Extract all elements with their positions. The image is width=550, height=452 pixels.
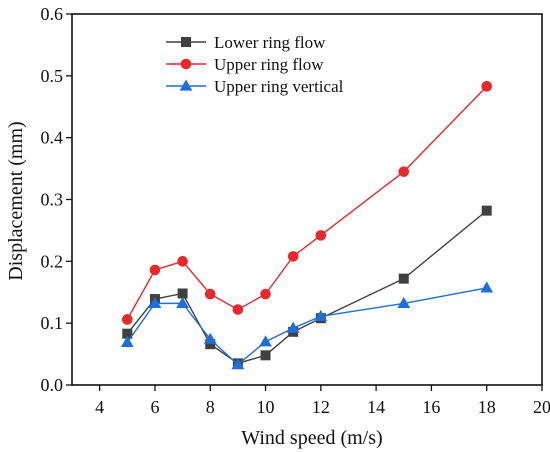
data-point-0-9 bbox=[481, 205, 492, 216]
data-point-0-8 bbox=[398, 273, 409, 284]
x-tick-label: 12 bbox=[312, 397, 330, 417]
x-tick-label: 14 bbox=[367, 397, 385, 417]
series-0 bbox=[122, 205, 492, 369]
data-point-2-8 bbox=[397, 296, 411, 309]
legend-label-0: Lower ring flow bbox=[214, 33, 326, 52]
series-line-2 bbox=[126, 287, 487, 366]
series-group bbox=[120, 81, 494, 370]
x-tick-label: 20 bbox=[533, 397, 550, 417]
data-point-1-9 bbox=[481, 81, 493, 92]
y-tick-label: 0.1 bbox=[41, 313, 64, 333]
legend-marker-2 bbox=[179, 79, 193, 91]
data-point-1-6 bbox=[287, 251, 299, 262]
legend-label-2: Upper ring vertical bbox=[214, 77, 344, 96]
axes: 4 6 8 10 12 14 16 18 20 0.0 0.1 0.2 0.3 0.4 0.5 0.6 bbox=[41, 4, 550, 417]
legend: Lower ring flow Upper ring flow Upper ring… bbox=[166, 33, 344, 96]
y-axis-label: Displacement (mm) bbox=[5, 121, 27, 280]
x-tick-label: 10 bbox=[257, 397, 275, 417]
data-point-1-2 bbox=[177, 256, 188, 267]
data-point-0-2 bbox=[177, 288, 188, 299]
data-point-2-1 bbox=[148, 296, 162, 309]
x-axis-label: Wind speed (m/s) bbox=[241, 427, 382, 449]
y-tick-label: 0.3 bbox=[41, 190, 64, 210]
data-point-2-9 bbox=[480, 281, 494, 293]
data-point-2-5 bbox=[259, 335, 272, 347]
y-tick-label: 0.4 bbox=[41, 128, 64, 148]
data-point-1-8 bbox=[398, 166, 410, 177]
x-tick-label: 16 bbox=[422, 397, 440, 417]
data-point-2-2 bbox=[176, 296, 189, 309]
x-tick-label: 18 bbox=[478, 397, 496, 417]
data-point-2-7 bbox=[314, 309, 328, 321]
data-point-0-5 bbox=[260, 350, 271, 361]
data-point-2-4 bbox=[231, 358, 245, 370]
x-tick-label: 4 bbox=[95, 397, 104, 417]
series-1 bbox=[121, 81, 493, 325]
series-2 bbox=[120, 281, 494, 370]
data-point-2-0 bbox=[120, 335, 134, 347]
data-point-2-3 bbox=[203, 332, 217, 344]
x-tick-label: 6 bbox=[150, 397, 159, 417]
data-point-1-7 bbox=[315, 230, 327, 241]
y-tick-label: 0.5 bbox=[41, 66, 64, 86]
y-tick-label: 0.2 bbox=[41, 251, 64, 271]
data-point-2-6 bbox=[286, 321, 300, 333]
data-point-1-1 bbox=[149, 264, 161, 276]
data-point-1-3 bbox=[204, 288, 216, 300]
series-line-1 bbox=[126, 85, 488, 320]
legend-label-1: Upper ring flow bbox=[214, 55, 324, 74]
data-point-1-4 bbox=[232, 304, 244, 315]
data-point-1-5 bbox=[260, 288, 271, 300]
series-line-0 bbox=[126, 210, 488, 365]
y-tick-label: 0.0 bbox=[41, 375, 64, 395]
y-tick-label: 0.6 bbox=[41, 4, 64, 24]
legend-marker-0 bbox=[181, 37, 191, 47]
x-tick-label: 8 bbox=[206, 397, 215, 417]
legend-marker-1 bbox=[180, 58, 192, 70]
data-point-1-0 bbox=[121, 314, 133, 325]
